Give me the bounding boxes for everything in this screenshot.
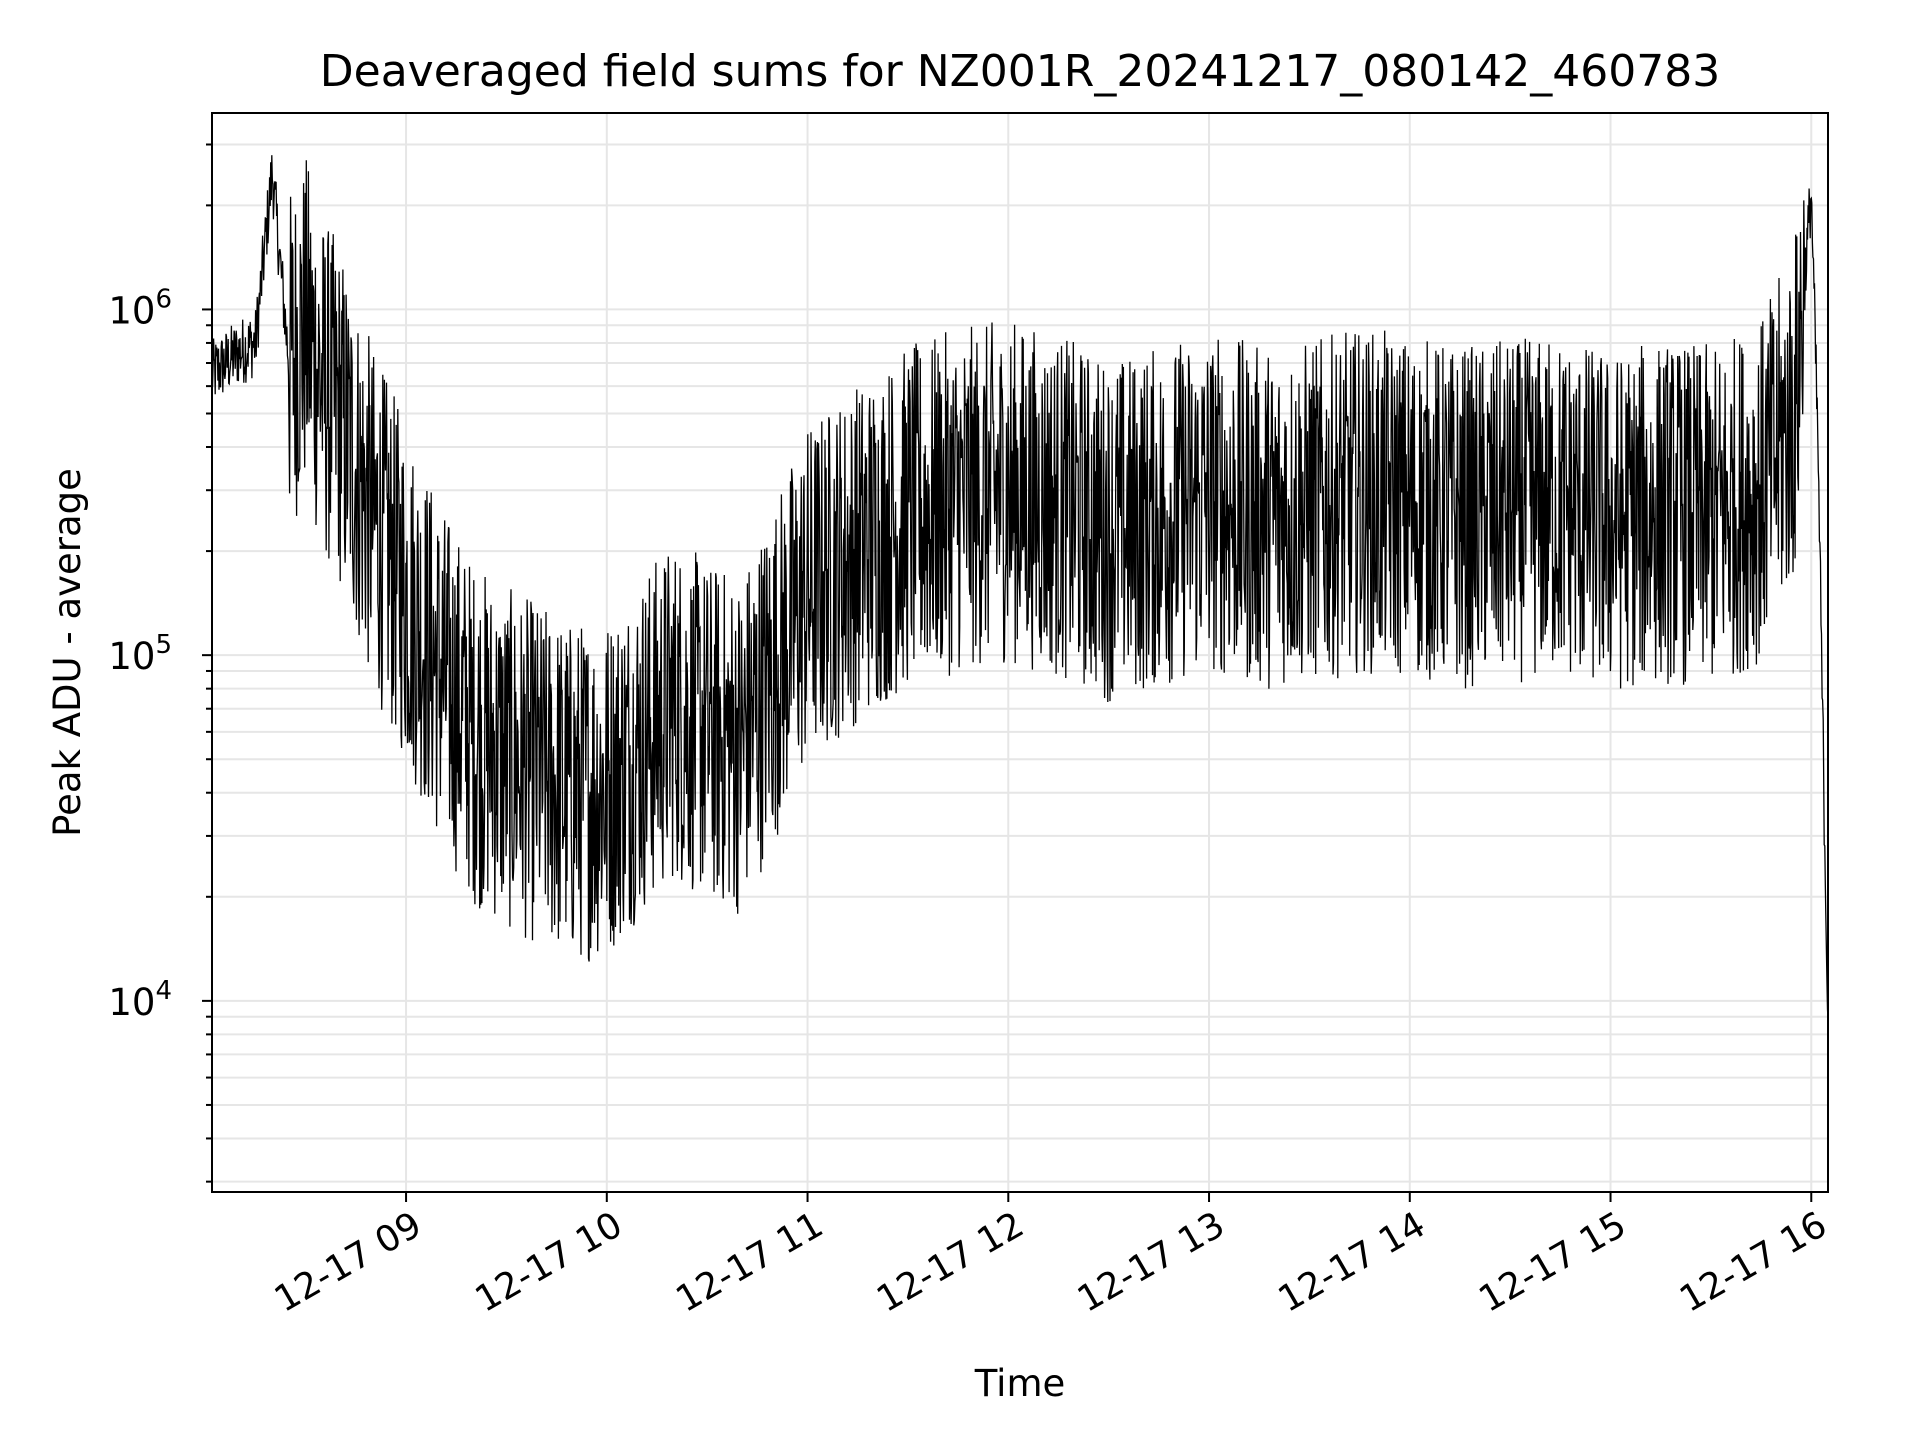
y-tick-label: 106 — [108, 284, 172, 332]
y-axis-label: Peak ADU - average — [46, 468, 89, 837]
plot-area — [211, 155, 1829, 1019]
chart-title: Deaveraged field sums for NZ001R_2024121… — [320, 46, 1720, 97]
x-axis-label: Time — [974, 1362, 1066, 1405]
series-line — [211, 155, 1829, 1019]
plot-frame — [211, 112, 1829, 1193]
y-tick-label: 104 — [108, 976, 172, 1024]
y-tick-label: 105 — [108, 630, 172, 678]
